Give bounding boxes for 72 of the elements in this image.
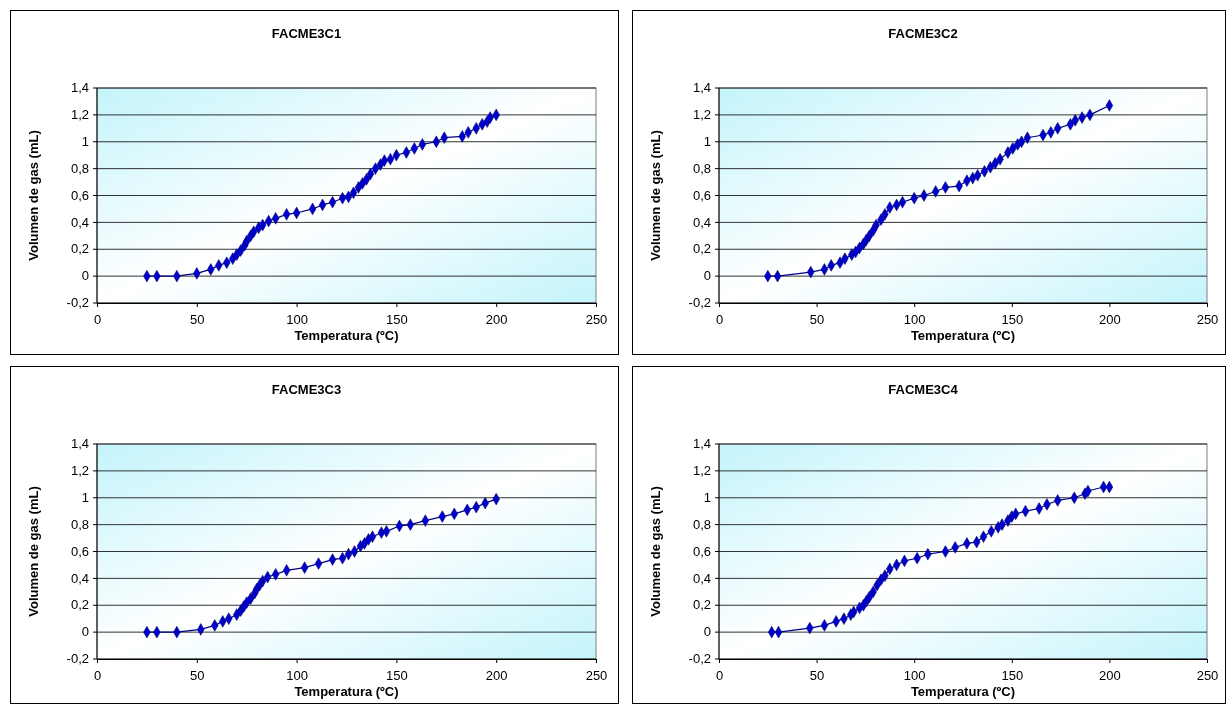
y-tick-label: 0,8 — [70, 160, 89, 176]
y-tick-label: 1 — [81, 133, 89, 149]
x-tick-label: 100 — [286, 668, 308, 684]
x-tick-label: 100 — [903, 312, 926, 328]
y-tick-label: -0,2 — [688, 295, 711, 311]
chart-title: FACME3C2 — [888, 26, 958, 41]
y-tick-label: -0,2 — [66, 651, 89, 667]
x-tick-label: 200 — [1099, 668, 1121, 684]
x-tick-label: 200 — [485, 312, 508, 328]
y-tick-label: 1 — [703, 489, 711, 505]
y-tick-label: 0,2 — [70, 241, 89, 257]
y-tick-label: 0,4 — [692, 214, 711, 230]
x-tick-label: 50 — [809, 668, 825, 684]
x-tick-label: 0 — [93, 668, 102, 684]
y-tick-label: 1,2 — [692, 107, 711, 123]
chart-title: FACME3C4 — [888, 382, 959, 397]
x-tick-label: 100 — [903, 668, 926, 684]
x-tick-label: 150 — [1001, 312, 1024, 328]
x-tick-label: 0 — [715, 668, 724, 684]
y-tick-label: 1,4 — [692, 436, 711, 452]
x-tick-label: 150 — [1001, 668, 1024, 684]
y-tick-label: 1,4 — [70, 80, 89, 96]
y-tick-label: 1,2 — [692, 463, 711, 479]
y-axis-title: Volumen de gas (mL) — [648, 486, 663, 617]
y-tick-label: -0,2 — [688, 651, 711, 667]
chart-title: FACME3C1 — [271, 26, 342, 41]
x-tick-label: 250 — [585, 312, 608, 328]
y-tick-label: 0,2 — [70, 597, 89, 613]
y-tick-label: 0,6 — [692, 187, 711, 203]
y-tick-label: 1 — [81, 489, 89, 505]
y-axis-title: Volumen de gas (mL) — [26, 486, 41, 617]
y-tick-label: 1 — [703, 133, 711, 149]
y-tick-label: 0,2 — [692, 241, 711, 257]
x-tick-label: 250 — [1196, 668, 1219, 684]
x-tick-label: 200 — [1099, 312, 1121, 328]
x-axis-title: Temperatura (ºC) — [910, 684, 1016, 699]
y-tick-label: 0,4 — [692, 570, 711, 586]
x-tick-label: 150 — [386, 312, 408, 328]
chart-title: FACME3C3 — [271, 382, 342, 397]
y-tick-label: 1,2 — [70, 463, 89, 479]
y-tick-label: -0,2 — [66, 295, 89, 311]
y-tick-label: 0 — [81, 268, 89, 284]
y-tick-label: 0 — [81, 624, 89, 640]
y-tick-label: 1,4 — [70, 436, 89, 452]
x-tick-label: 50 — [190, 668, 205, 684]
y-tick-label: 0,6 — [692, 543, 711, 559]
x-axis-title: Temperatura (ºC) — [294, 328, 399, 343]
y-axis-title: Volumen de gas (mL) — [26, 130, 41, 261]
x-tick-label: 0 — [93, 312, 102, 328]
y-tick-label: 1,2 — [70, 107, 89, 123]
x-tick-label: 150 — [386, 668, 408, 684]
y-tick-label: 0,8 — [692, 160, 711, 176]
y-tick-label: 0 — [703, 624, 711, 640]
y-tick-label: 0,6 — [70, 187, 89, 203]
x-tick-label: 100 — [286, 312, 308, 328]
x-tick-label: 50 — [190, 312, 205, 328]
x-axis-title: Temperatura (ºC) — [910, 328, 1016, 343]
x-axis-title: Temperatura (ºC) — [294, 684, 399, 699]
x-tick-label: 0 — [715, 312, 724, 328]
x-tick-label: 50 — [809, 312, 825, 328]
y-tick-label: 0,8 — [70, 516, 89, 532]
y-tick-label: 1,4 — [692, 80, 711, 96]
x-tick-label: 250 — [585, 668, 608, 684]
x-tick-label: 250 — [1196, 312, 1219, 328]
y-axis-title: Volumen de gas (mL) — [648, 130, 663, 261]
x-tick-label: 200 — [485, 668, 508, 684]
y-tick-label: 0,4 — [70, 570, 89, 586]
y-tick-label: 0,2 — [692, 597, 711, 613]
y-tick-label: 0,6 — [70, 543, 89, 559]
y-tick-label: 0,8 — [692, 516, 711, 532]
y-tick-label: 0 — [703, 268, 711, 284]
y-tick-label: 0,4 — [70, 214, 89, 230]
